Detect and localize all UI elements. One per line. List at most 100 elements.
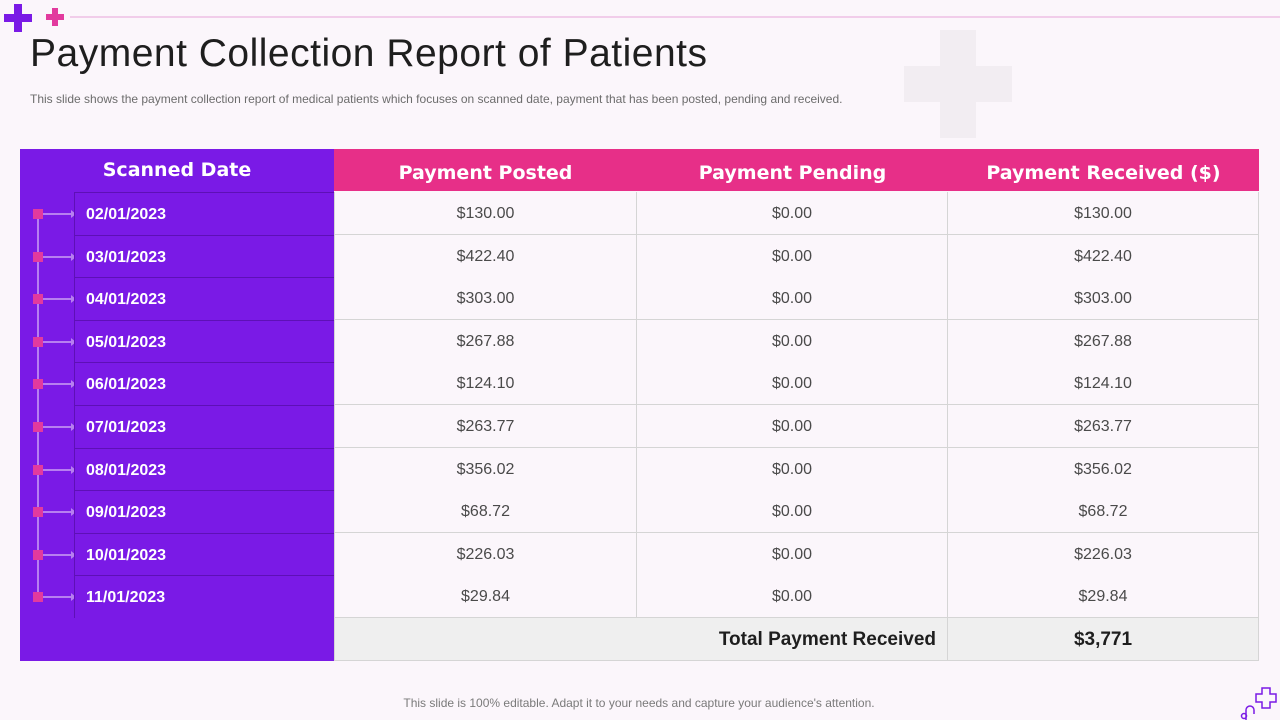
payment-posted-cell: $263.77 [334, 405, 637, 448]
scanned-date-cell: 07/01/2023 [74, 405, 334, 448]
timeline-connector [43, 252, 76, 261]
scanned-date-header: Scanned Date [102, 159, 252, 181]
payment-posted-cell: $422.40 [334, 234, 637, 278]
timeline-connector [43, 210, 76, 218]
footer-text: This slide is 100% editable. Adapt it to… [403, 696, 875, 710]
date-row: 07/01/2023 [20, 405, 334, 448]
page-title: Payment Collection Report of Patients [30, 32, 708, 75]
payment-report-table: Scanned Date 02/01/2023 03/01/2023 04/01/2… [20, 149, 1259, 661]
scanned-date-cell: 10/01/2023 [74, 532, 334, 576]
date-row: 10/01/2023 [20, 532, 334, 576]
total-value: $3,771 [948, 618, 1259, 661]
scanned-date-cell: 06/01/2023 [74, 362, 334, 406]
medical-cross-icon [4, 4, 32, 32]
timeline-marker [33, 209, 43, 219]
scanned-date-cell: 11/01/2023 [74, 575, 334, 619]
payment-received-cell: $68.72 [948, 490, 1259, 534]
scanned-date-cell: 09/01/2023 [74, 490, 334, 534]
payment-received-cell: $422.40 [948, 234, 1259, 278]
payment-pending-cell: $0.00 [637, 319, 948, 363]
date-row: 08/01/2023 [20, 447, 334, 491]
payment-posted-header: Payment Posted [398, 162, 573, 184]
background-cross-icon [904, 30, 1012, 138]
date-row: 04/01/2023 [20, 277, 334, 321]
payment-posted-cell: $226.03 [334, 532, 637, 576]
payment-posted-cell: $356.02 [334, 447, 637, 491]
payment-posted-cell: $303.00 [334, 277, 637, 321]
timeline-marker [33, 464, 43, 475]
payment-pending-cell: $0.00 [637, 532, 948, 576]
timeline-marker [33, 251, 43, 262]
date-row: 05/01/2023 [20, 319, 334, 363]
timeline-connector [43, 295, 76, 304]
timeline-marker [33, 379, 43, 390]
date-row: 09/01/2023 [20, 490, 334, 534]
scanned-date-cell: 04/01/2023 [74, 277, 334, 321]
payment-pending-cell: $0.00 [637, 575, 948, 619]
payment-received-header: Payment Received ($) [986, 162, 1221, 184]
timeline-connector [43, 423, 76, 431]
payment-received-cell: $226.03 [948, 532, 1259, 576]
payment-pending-cell: $0.00 [637, 405, 948, 448]
payment-posted-cell: $130.00 [334, 192, 637, 235]
table-row: $356.02 $0.00 $356.02 [334, 447, 1259, 491]
payment-received-cell: $267.88 [948, 319, 1259, 363]
timeline-connector [43, 550, 76, 559]
payment-pending-cell: $0.00 [637, 234, 948, 278]
scanned-date-cell: 05/01/2023 [74, 319, 334, 363]
payment-posted-cell: $267.88 [334, 319, 637, 363]
table-row: $29.84 $0.00 $29.84 [334, 575, 1259, 619]
stethoscope-cross-icon [1240, 687, 1277, 720]
payment-posted-cell: $124.10 [334, 362, 637, 406]
payment-pending-cell: $0.00 [637, 490, 948, 534]
page-subtitle: This slide shows the payment collection … [30, 92, 843, 106]
table-row: $130.00 $0.00 $130.00 [334, 192, 1259, 235]
payment-received-cell: $124.10 [948, 362, 1259, 406]
medical-cross-icon [46, 8, 64, 26]
payment-received-cell: $130.00 [948, 192, 1259, 235]
table-row: $422.40 $0.00 $422.40 [334, 234, 1259, 278]
date-row: 03/01/2023 [20, 234, 334, 278]
scanned-date-column: Scanned Date 02/01/2023 03/01/2023 04/01/2… [20, 149, 334, 661]
timeline-marker [33, 592, 43, 603]
timeline-marker [33, 294, 43, 305]
scanned-date-cell: 02/01/2023 [74, 192, 334, 235]
payment-received-cell: $263.77 [948, 405, 1259, 448]
footer-note: This slide is 100% editable. Adapt it to… [0, 696, 1280, 710]
date-row: 06/01/2023 [20, 362, 334, 406]
timeline-connector [43, 465, 76, 474]
timeline-connector [43, 593, 76, 602]
timeline-marker [33, 507, 43, 518]
timeline-connector [43, 380, 76, 389]
payment-pending-cell: $0.00 [637, 447, 948, 491]
header-decoration-line [70, 16, 1280, 18]
payment-pending-cell: $0.00 [637, 192, 948, 235]
timeline-connector [43, 508, 76, 517]
timeline-marker [33, 336, 43, 347]
table-row: $267.88 $0.00 $267.88 [334, 319, 1259, 363]
payment-received-cell: $356.02 [948, 447, 1259, 491]
timeline-line [37, 210, 39, 597]
table-row: $68.72 $0.00 $68.72 [334, 490, 1259, 534]
timeline-marker [33, 549, 43, 560]
table-row: $263.77 $0.00 $263.77 [334, 405, 1259, 448]
payment-posted-cell: $68.72 [334, 490, 637, 534]
payment-received-cell: $29.84 [948, 575, 1259, 619]
date-row: 11/01/2023 [20, 575, 334, 619]
total-row: Total Payment Received $3,771 [334, 618, 1259, 661]
payment-received-cell: $303.00 [948, 277, 1259, 321]
table-row: $303.00 $0.00 $303.00 [334, 277, 1259, 321]
timeline-connector [43, 337, 76, 346]
total-label: Total Payment Received [334, 618, 948, 661]
payment-pending-header: Payment Pending [698, 162, 887, 184]
scanned-date-cell: 03/01/2023 [74, 234, 334, 278]
payment-posted-cell: $29.84 [334, 575, 637, 619]
payment-pending-cell: $0.00 [637, 277, 948, 321]
table-header-row: Payment Posted Payment Pending Payment R… [334, 149, 1259, 191]
table-row: $226.03 $0.00 $226.03 [334, 532, 1259, 576]
date-row: 02/01/2023 [20, 192, 334, 235]
payment-pending-cell: $0.00 [637, 362, 948, 406]
payment-columns: Payment Posted Payment Pending Payment R… [334, 149, 1259, 661]
table-row: $124.10 $0.00 $124.10 [334, 362, 1259, 406]
timeline-marker [33, 422, 43, 432]
